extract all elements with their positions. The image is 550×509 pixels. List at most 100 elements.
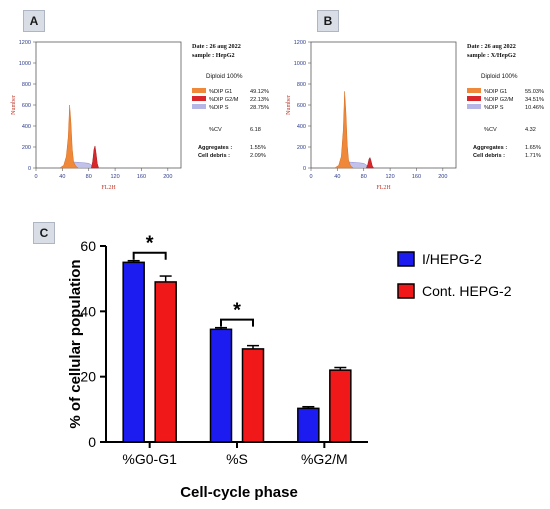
y-tick-label: 200 — [297, 145, 306, 151]
x-tick-label: 120 — [110, 174, 119, 180]
y-tick-label: 800 — [297, 82, 306, 88]
g1-peak — [58, 104, 79, 169]
x-tick-label: 80 — [361, 174, 367, 180]
significance-bracket — [220, 318, 254, 327]
legend-swatch — [397, 251, 415, 267]
histogram-a: 0 200 400 600 800 1000 1200 0 40 80 120 160 200 FL2H N… — [11, 40, 269, 191]
x-tick-label: 200 — [163, 174, 172, 180]
info-diploid: Diploid 100% — [481, 73, 518, 80]
y-axis-label: % of cellular population — [67, 259, 84, 428]
x-tick-label: 80 — [86, 174, 92, 180]
y-tick-label: 600 — [297, 103, 306, 109]
bar — [122, 261, 145, 443]
debris-value: 1.71% — [525, 153, 541, 159]
x-tick-label: 0 — [309, 174, 312, 180]
panel-b: B 0 200 400 600 800 1000 1200 0 40 80 120 160 200 FL2… — [275, 0, 550, 200]
bar — [154, 281, 177, 443]
y-tick-label: 1000 — [294, 61, 306, 67]
info-sample: sample : HepG2 — [192, 52, 235, 59]
aggregates-label: Aggregates : — [473, 145, 507, 151]
debris-value: 2.09% — [250, 153, 266, 159]
legend-value: 10.46% — [525, 105, 544, 111]
legend-value: 49.12% — [250, 89, 269, 95]
g1-peak — [333, 91, 354, 169]
y-tick-label: 0 — [303, 166, 306, 172]
info-sample: sample : X/HepG2 — [467, 52, 516, 59]
x-axis-label: FL2H — [376, 185, 391, 191]
bar — [241, 348, 265, 443]
x-tick-label: 200 — [438, 174, 447, 180]
y-tick-label: 1200 — [294, 40, 306, 46]
histogram-b: 0 200 400 600 800 1000 1200 0 40 80 120 160 200 FL2H N… — [286, 40, 544, 191]
x-tick-label: 40 — [334, 174, 340, 180]
significance-label: * — [146, 233, 154, 255]
legend-label: Cont. HEPG-2 — [422, 283, 512, 299]
x-tick-label: %G0-G1 — [122, 451, 177, 467]
info-date: Date : 26 aug 2022 — [467, 43, 516, 50]
legend-label: %DIP S — [209, 105, 229, 111]
bar — [297, 407, 320, 443]
g2m-peak — [365, 156, 375, 169]
y-tick-label: 1200 — [19, 40, 31, 46]
panel-letter-b: B — [317, 10, 339, 32]
legend-swatch — [192, 88, 206, 93]
aggregates-label: Aggregates : — [198, 145, 232, 151]
legend-swatch — [192, 104, 206, 109]
legend-swatch — [192, 96, 206, 101]
legend-value: 22.13% — [250, 97, 269, 103]
y-tick-label: 400 — [297, 124, 306, 130]
y-tick-label: 40 — [80, 303, 96, 319]
legend-label: %DIP G1 — [484, 89, 507, 95]
cv-value: 6.18 — [250, 127, 261, 133]
legend-swatch — [467, 88, 481, 93]
legend-label: %DIP G2/M — [484, 97, 514, 103]
legend-label: %DIP G2/M — [209, 97, 239, 103]
cv-value: 4.32 — [525, 127, 536, 133]
legend-value: 55.03% — [525, 89, 544, 95]
panel-a: A 0 200 400 600 800 1000 1200 0 40 80 120 160 200 FL2… — [0, 0, 275, 200]
legend-swatch — [467, 104, 481, 109]
aggregates-value: 1.55% — [250, 145, 266, 151]
y-tick-label: 400 — [22, 124, 31, 130]
legend-swatch — [467, 96, 481, 101]
panel-letter-c: C — [33, 222, 55, 244]
x-tick-label: 160 — [412, 174, 421, 180]
legend-value: 34.51% — [525, 97, 544, 103]
legend-swatch — [397, 283, 415, 299]
y-tick-label: 200 — [22, 145, 31, 151]
cv-label: %CV — [209, 127, 222, 133]
legend-value: 28.75% — [250, 105, 269, 111]
legend-label: %DIP G1 — [209, 89, 232, 95]
y-tick-label: 20 — [80, 369, 96, 385]
x-tick-label: 40 — [59, 174, 65, 180]
x-axis-label: FL2H — [101, 185, 116, 191]
significance-bracket — [132, 251, 167, 260]
g2m-peak — [91, 145, 99, 169]
y-axis-label: Number — [11, 95, 17, 115]
bar — [329, 369, 352, 443]
x-tick-label: 120 — [385, 174, 394, 180]
info-diploid: Diploid 100% — [206, 73, 243, 80]
y-tick-label: 1000 — [19, 61, 31, 67]
y-axis-label: Number — [286, 95, 292, 115]
info-date: Date : 26 aug 2022 — [192, 43, 241, 50]
debris-label: Cell debris : — [198, 153, 230, 159]
y-tick-label: 600 — [22, 103, 31, 109]
x-axis-label: Cell-cycle phase — [180, 484, 298, 501]
bar — [209, 328, 233, 443]
x-tick-label: %G2/M — [301, 451, 348, 467]
y-tick-label: 800 — [22, 82, 31, 88]
panel-c: C 0 20 40 60 % of cellular population Cell-cy… — [0, 210, 550, 504]
x-tick-label: 160 — [137, 174, 146, 180]
panel-letter-a: A — [23, 10, 45, 32]
y-tick-label: 0 — [28, 166, 31, 172]
bar-chart: 0 20 40 60 % of cellular population Cell-cycl… — [67, 233, 512, 501]
plot-frame — [310, 41, 457, 169]
cv-label: %CV — [484, 127, 497, 133]
legend-label: %DIP S — [484, 105, 504, 111]
x-tick-label: 0 — [34, 174, 37, 180]
aggregates-value: 1.65% — [525, 145, 541, 151]
y-tick-label: 0 — [88, 434, 96, 450]
y-tick-label: 60 — [80, 238, 96, 254]
plot-frame — [35, 41, 182, 169]
